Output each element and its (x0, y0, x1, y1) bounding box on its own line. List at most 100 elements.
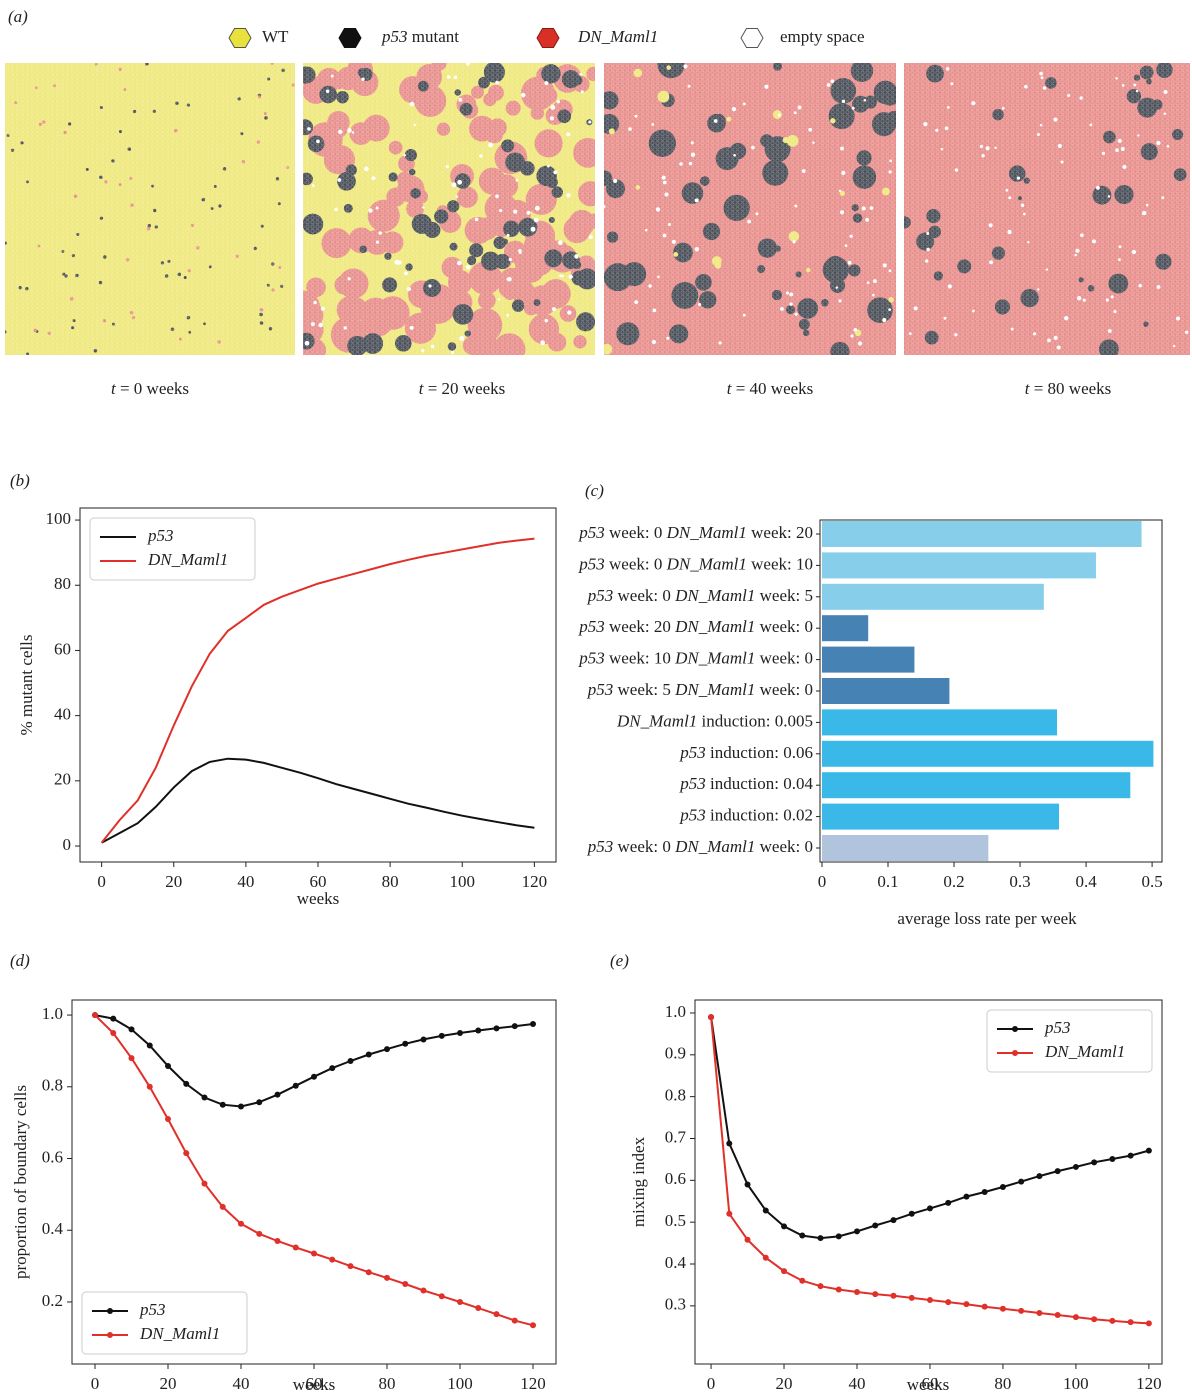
data-point (1054, 1312, 1061, 1319)
cell-texture (604, 63, 896, 355)
data-point (365, 1051, 372, 1058)
axes-frame (79, 507, 557, 863)
x-tick-label: 40 (232, 1374, 249, 1393)
data-point (256, 1230, 263, 1237)
simulation-image (904, 63, 1190, 355)
legend-label: DN_Maml1 (1044, 1042, 1125, 1061)
x-tick-label: 40 (237, 872, 254, 891)
data-point (945, 1299, 952, 1306)
data-point (817, 1283, 824, 1290)
category-label: DN_Maml1 induction: 0.005 (616, 711, 813, 730)
data-point (853, 1289, 860, 1296)
data-point (1054, 1168, 1061, 1175)
data-point (1018, 1178, 1025, 1185)
x-tick-label: 0 (97, 872, 106, 891)
data-point (1091, 1316, 1098, 1323)
data-point (1127, 1152, 1134, 1159)
x-axis-label: weeks (297, 889, 339, 908)
y-tick-label: 1.0 (42, 1004, 63, 1023)
data-point (274, 1091, 281, 1098)
legend-label: DN_Maml1 (139, 1324, 220, 1343)
legend-label: p53 mutant (381, 27, 459, 46)
simulation-image (604, 63, 896, 355)
data-point (201, 1180, 208, 1187)
caption: t = 20 weeks (419, 379, 506, 398)
x-tick-label: 0 (818, 872, 827, 891)
bar (821, 646, 915, 673)
data-point (945, 1199, 952, 1206)
data-point (1018, 1307, 1025, 1314)
x-tick-label: 0 (707, 1374, 716, 1393)
bar (821, 835, 989, 861)
legend-box (89, 517, 256, 581)
cell-texture (5, 63, 295, 355)
legend-marker (1012, 1026, 1018, 1032)
data-point (311, 1073, 317, 1080)
data-point (164, 1062, 171, 1069)
data-point (292, 1082, 299, 1089)
data-point (347, 1057, 354, 1064)
data-point (365, 1269, 372, 1276)
legend-label: p53 (147, 526, 174, 545)
x-tick-label: 80 (382, 872, 399, 891)
data-point (835, 1286, 842, 1293)
data-point (762, 1254, 769, 1261)
data-point (963, 1301, 970, 1308)
cell-texture (303, 63, 595, 355)
axes-frame (71, 999, 557, 1365)
x-tick-label: 80 (994, 1374, 1011, 1393)
category-label: p53 induction: 0.02 (679, 806, 813, 825)
bar (821, 709, 1058, 736)
bar (821, 678, 950, 704)
series-line (94, 1014, 534, 1108)
category-label: p53 week: 0 DN_Maml1 week: 10 (578, 554, 813, 573)
panel-label: (e) (610, 951, 629, 970)
y-axis-label: % mutant cells (17, 634, 36, 735)
x-tick-label: 0 (91, 1374, 100, 1393)
data-point (890, 1292, 897, 1299)
data-point (762, 1207, 769, 1214)
y-tick-label: 20 (54, 770, 71, 789)
panel-label: (c) (585, 481, 604, 500)
y-tick-label: 1.0 (665, 1002, 686, 1021)
legend-swatch (338, 28, 362, 48)
y-tick-label: 0.4 (42, 1219, 64, 1238)
x-tick-label: 120 (522, 872, 548, 891)
data-point (420, 1036, 427, 1043)
axes-frame (694, 999, 1163, 1365)
legend-label: WT (262, 27, 289, 46)
data-point (817, 1235, 824, 1242)
y-tick-label: 0.6 (42, 1147, 63, 1166)
legend-swatch (740, 28, 764, 48)
category-label: p53 induction: 0.06 (679, 743, 813, 762)
y-tick-label: 0.8 (42, 1076, 63, 1095)
bar (821, 740, 1154, 767)
bar (821, 552, 1096, 579)
caption: t = 0 weeks (111, 379, 189, 398)
data-point (530, 1322, 537, 1329)
y-tick-label: 60 (54, 639, 71, 658)
legend-label: DN_Maml1 (577, 27, 658, 46)
data-point (963, 1193, 970, 1200)
y-tick-label: 0.2 (42, 1291, 63, 1310)
data-point (799, 1232, 806, 1239)
data-point (726, 1140, 733, 1147)
data-point (872, 1222, 879, 1229)
panel-label: (a) (8, 7, 28, 26)
x-tick-label: 60 (306, 1374, 323, 1393)
data-point (1145, 1320, 1152, 1327)
data-point (438, 1293, 445, 1300)
data-point (708, 1014, 715, 1021)
data-point (311, 1250, 317, 1257)
data-point (1072, 1314, 1079, 1321)
data-point (91, 1012, 98, 1019)
y-tick-label: 0.6 (665, 1169, 686, 1188)
legend-label: empty space (780, 27, 865, 46)
data-point (835, 1233, 842, 1240)
data-point (781, 1223, 788, 1230)
data-point (1145, 1147, 1152, 1154)
x-tick-label: 120 (520, 1374, 546, 1393)
data-point (511, 1317, 518, 1324)
y-tick-label: 0.4 (665, 1253, 687, 1272)
data-point (744, 1181, 751, 1188)
